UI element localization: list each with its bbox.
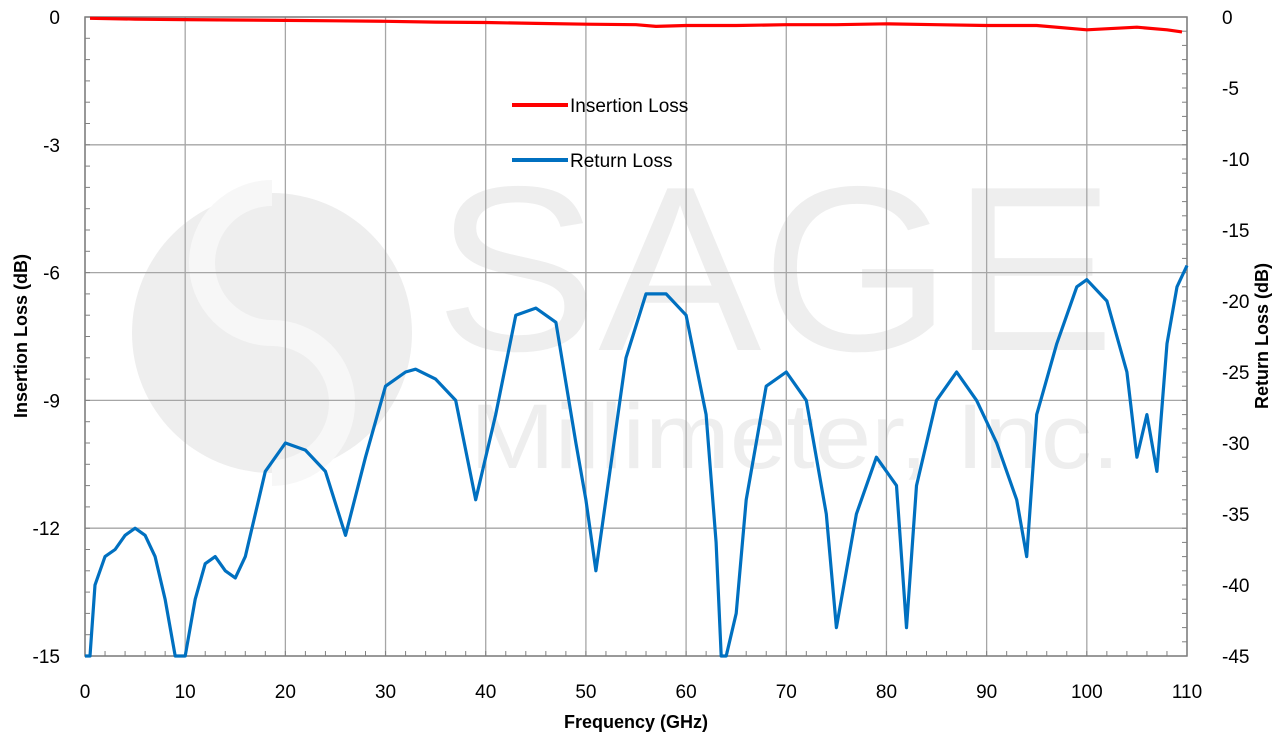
x-tick-label: 40 bbox=[475, 682, 496, 703]
legend-label-return-loss: Return Loss bbox=[570, 151, 672, 172]
x-tick-label: 50 bbox=[575, 682, 596, 703]
y-left-tick-label: -3 bbox=[43, 136, 60, 157]
y-left-tick-label: -12 bbox=[33, 519, 60, 540]
y-right-tick-label: -15 bbox=[1222, 221, 1249, 242]
y-right-tick-label: -25 bbox=[1222, 363, 1249, 384]
plot-frame bbox=[84, 16, 1188, 657]
y-right-tick-label: 0 bbox=[1222, 8, 1233, 29]
y-right-tick-label: -10 bbox=[1222, 150, 1249, 171]
y-right-tick-label: -20 bbox=[1222, 292, 1249, 313]
x-tick-label: 30 bbox=[375, 682, 396, 703]
x-tick-label: 80 bbox=[876, 682, 897, 703]
watermark-sub: Millimeter, Inc. bbox=[470, 386, 1120, 488]
y-left-tick-label: -9 bbox=[43, 391, 60, 412]
y-right-tick-labels: 0 -5 -10 -15 -20 -25 -30 -35 -40 -45 bbox=[1222, 8, 1249, 668]
watermark-brand: SAGE bbox=[435, 137, 1115, 400]
y-right-tick-label: -35 bbox=[1222, 505, 1249, 526]
y-left-tick-labels: 0 -3 -6 -9 -12 -15 bbox=[33, 8, 60, 668]
y-right-tick-label: -30 bbox=[1222, 434, 1249, 455]
legend: Insertion Loss Return Loss bbox=[512, 96, 688, 172]
x-tick-label: 70 bbox=[776, 682, 797, 703]
y-right-axis-title: Return Loss (dB) bbox=[1252, 263, 1272, 409]
x-tick-label: 20 bbox=[275, 682, 296, 703]
x-tick-label: 60 bbox=[676, 682, 697, 703]
x-tick-label: 10 bbox=[175, 682, 196, 703]
series-layer bbox=[85, 16, 1189, 658]
legend-label-insertion-loss: Insertion Loss bbox=[570, 96, 688, 117]
x-tick-label: 100 bbox=[1071, 682, 1103, 703]
watermark-swirl bbox=[189, 180, 355, 486]
y-left-tick-label: -15 bbox=[33, 647, 60, 668]
y-left-tick-label: -6 bbox=[43, 264, 60, 285]
series-line-insertion-loss bbox=[89, 16, 1183, 34]
x-tick-labels: 0 10 20 30 40 50 60 70 80 90 100 110 bbox=[80, 682, 1202, 703]
plot-border bbox=[84, 16, 1188, 657]
y-right-tick-label: -5 bbox=[1222, 79, 1239, 100]
series-line-return-loss bbox=[85, 264, 1189, 658]
y-left-tick-label: 0 bbox=[49, 8, 60, 29]
x-tick-label: 0 bbox=[80, 682, 91, 703]
y-right-tick-label: -40 bbox=[1222, 576, 1249, 597]
y-right-tick-label: -45 bbox=[1222, 647, 1249, 668]
y-left-axis-title: Insertion Loss (dB) bbox=[11, 254, 31, 418]
x-tick-label: 110 bbox=[1172, 682, 1202, 703]
x-axis-title: Frequency (GHz) bbox=[564, 712, 708, 732]
x-tick-label: 90 bbox=[976, 682, 997, 703]
